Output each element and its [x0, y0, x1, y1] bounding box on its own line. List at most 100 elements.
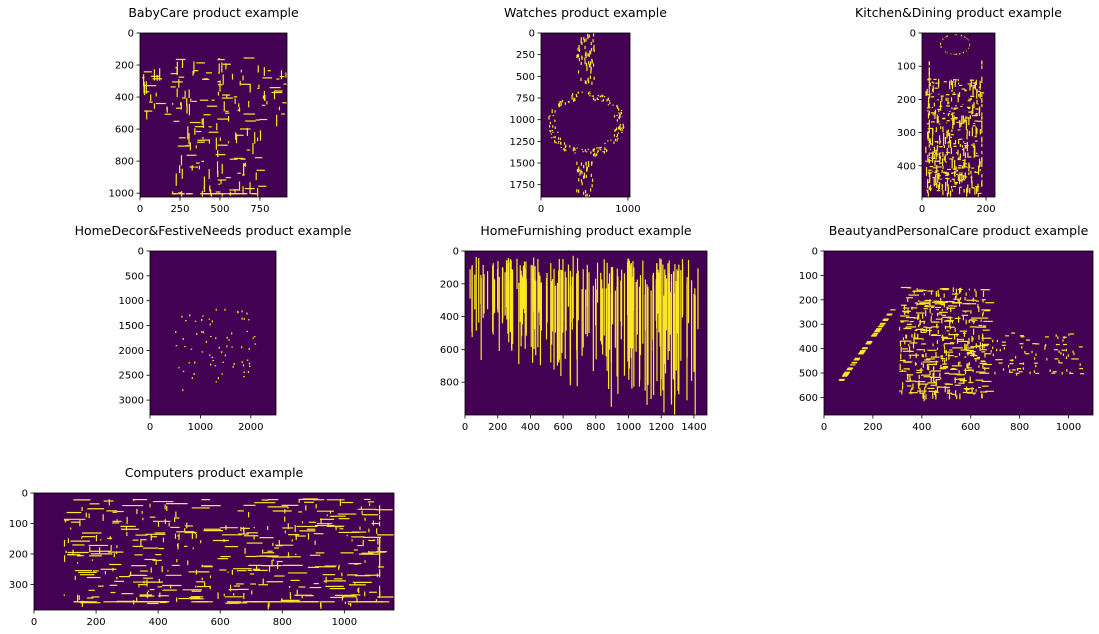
y-tick-label: 0 [453, 247, 459, 258]
y-tick-label: 0 [910, 29, 916, 40]
x-tick-label: 1400 [681, 422, 706, 433]
subplot-2: 0 1000 0 250 500 750 1000 1250 1500 1750 Watches p… [504, 5, 667, 215]
y-tick-label: 200 [115, 61, 134, 72]
x-tick-label: 1000 [1056, 422, 1081, 433]
y-tick-label: 750 [516, 94, 535, 105]
subplot-6: 0 200 400 600 800 1000 0 100 200 300 400 500 600 Beau… [799, 223, 1094, 433]
axes-frame [33, 492, 395, 611]
x-tick-label: 200 [863, 422, 882, 433]
subplot-title: HomeFurnishing product example [480, 223, 692, 238]
x-tick-label: 250 [170, 204, 189, 215]
axes-frame [823, 250, 1094, 416]
x-tick-label: 400 [912, 422, 931, 433]
y-tick-label: 600 [799, 393, 818, 404]
x-tick-label: 400 [521, 422, 540, 433]
subplot-title: Kitchen&Dining product example [855, 5, 1062, 20]
image-background [150, 251, 276, 415]
y-tick-label: 100 [9, 519, 28, 530]
image-background [140, 33, 287, 197]
y-tick-label: 1500 [510, 159, 535, 170]
y-tick-label: 200 [440, 279, 459, 290]
axes-frame [921, 32, 996, 198]
y-tick-label: 300 [897, 128, 916, 139]
y-tick-label: 400 [799, 344, 818, 355]
y-tick-label: 0 [812, 247, 818, 258]
edge-pixels [548, 33, 625, 197]
x-tick-label: 1000 [332, 617, 357, 628]
y-tick-label: 0 [22, 489, 28, 500]
y-tick-label: 2500 [119, 371, 144, 382]
y-tick-label: 300 [9, 580, 28, 591]
y-tick-label: 300 [799, 320, 818, 331]
x-tick-label: 0 [538, 204, 544, 215]
image-background [824, 251, 1093, 415]
edge-pixels [469, 255, 699, 415]
x-tick-label: 200 [87, 617, 106, 628]
y-tick-label: 2000 [119, 346, 144, 357]
x-tick-label: 600 [211, 617, 230, 628]
y-tick-label: 500 [125, 271, 144, 282]
y-tick-label: 200 [897, 95, 916, 106]
y-tick-label: 800 [440, 378, 459, 389]
y-tick-label: 0 [128, 29, 134, 40]
x-tick-label: 0 [919, 204, 925, 215]
axes-frame [149, 250, 277, 416]
x-tick-label: 200 [488, 422, 507, 433]
subplot-3: 0 200 0 100 200 300 400 Kitchen&Dining product … [855, 5, 1062, 215]
x-tick-label: 400 [149, 617, 168, 628]
x-tick-label: 800 [586, 422, 605, 433]
y-tick-label: 1250 [510, 137, 535, 148]
subplot-5: 0 200 400 600 800 1000 1200 1400 0 200 400 600 800 Ho… [440, 223, 708, 433]
edge-pixels [142, 57, 287, 197]
x-tick-label: 1000 [616, 422, 641, 433]
y-tick-label: 0 [138, 247, 144, 258]
edge-pixels [925, 34, 985, 197]
y-tick-label: 1000 [109, 189, 134, 200]
edge-pixels [63, 498, 394, 610]
y-tick-label: 500 [799, 369, 818, 380]
y-tick-label: 0 [529, 29, 535, 40]
x-tick-label: 600 [554, 422, 573, 433]
subplot-title: BabyCare product example [128, 5, 299, 20]
x-tick-label: 200 [976, 204, 995, 215]
subplot-1: 0 250 500 750 0 200 400 600 800 1000 BabyCare prod… [109, 5, 299, 215]
y-tick-label: 1750 [510, 180, 535, 191]
x-tick-label: 2000 [238, 422, 263, 433]
x-tick-label: 0 [137, 204, 143, 215]
edge-pixels [175, 308, 257, 392]
image-background [34, 493, 394, 610]
y-tick-label: 1000 [510, 115, 535, 126]
y-tick-label: 250 [516, 50, 535, 61]
x-tick-label: 1000 [188, 422, 213, 433]
y-tick-label: 200 [799, 295, 818, 306]
y-tick-label: 1000 [119, 296, 144, 307]
subplot-4: 0 1000 2000 0 500 1000 1500 2000 2500 3000 HomeDec… [75, 223, 352, 433]
x-tick-label: 0 [147, 422, 153, 433]
axes-frame [139, 32, 288, 198]
y-tick-label: 200 [9, 549, 28, 560]
y-tick-label: 100 [799, 271, 818, 282]
x-tick-label: 0 [31, 617, 37, 628]
y-tick-label: 400 [440, 312, 459, 323]
axes-frame [540, 32, 631, 198]
y-tick-label: 400 [115, 93, 134, 104]
x-tick-label: 800 [273, 617, 292, 628]
subplot-title: BeautyandPersonalCare product example [829, 223, 1089, 238]
subplot-title: Computers product example [125, 465, 304, 480]
x-tick-label: 600 [961, 422, 980, 433]
y-tick-label: 600 [440, 345, 459, 356]
x-tick-label: 0 [821, 422, 827, 433]
y-tick-label: 1500 [119, 321, 144, 332]
y-tick-label: 100 [897, 62, 916, 73]
subplot-title: Watches product example [504, 5, 667, 20]
x-tick-label: 1200 [648, 422, 673, 433]
y-tick-label: 3000 [119, 396, 144, 407]
x-tick-label: 0 [462, 422, 468, 433]
x-tick-label: 500 [210, 204, 229, 215]
axes-frame [464, 250, 708, 416]
y-tick-label: 600 [115, 125, 134, 136]
edge-pixels [838, 286, 1085, 402]
subplot-title: HomeDecor&FestiveNeeds product example [75, 223, 352, 238]
x-tick-label: 750 [250, 204, 269, 215]
